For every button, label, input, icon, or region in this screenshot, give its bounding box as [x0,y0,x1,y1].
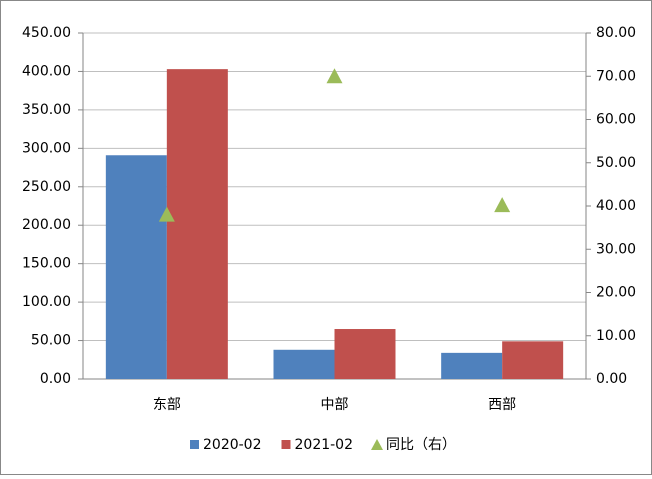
legend-swatch [190,440,199,449]
y-tick-label: 300.00 [22,140,71,156]
bar [105,155,167,379]
y2-tick-label: 40.00 [596,198,636,214]
x-tick-label: 西部 [488,397,516,413]
y2-tick-label: 10.00 [596,328,636,344]
y-tick-label: 350.00 [22,102,71,118]
marker [494,197,511,213]
y-tick-label: 0.00 [40,371,71,387]
y2-tick-label: 0.00 [596,371,627,387]
y2-tick-label: 30.00 [596,241,636,257]
y-tick-label: 150.00 [22,256,71,272]
marker [326,68,343,84]
y2-tick-label: 60.00 [596,112,636,128]
bar [502,341,564,379]
y2-tick-label: 80.00 [596,25,636,41]
y-tick-label: 400.00 [22,63,71,79]
legend-label: 2020-02 [203,437,262,453]
bar [166,69,228,379]
y2-tick-label: 50.00 [596,155,636,171]
legend-swatch [281,440,291,449]
y-tick-label: 100.00 [22,294,71,310]
bar [273,349,335,379]
x-tick-label: 中部 [321,397,349,413]
legend-label: 同比（右） [386,437,456,453]
marker [158,206,175,222]
y2-tick-label: 20.00 [596,285,636,301]
y-tick-label: 250.00 [22,179,71,195]
y-tick-label: 50.00 [31,333,71,349]
y2-tick-label: 70.00 [596,68,636,84]
y-tick-label: 450.00 [22,25,71,41]
x-tick-label: 东部 [153,397,181,413]
bar [334,329,396,379]
bar [441,352,503,379]
legend-label: 2021-02 [295,437,354,453]
legend-marker [371,439,383,450]
y-tick-label: 200.00 [22,217,71,233]
